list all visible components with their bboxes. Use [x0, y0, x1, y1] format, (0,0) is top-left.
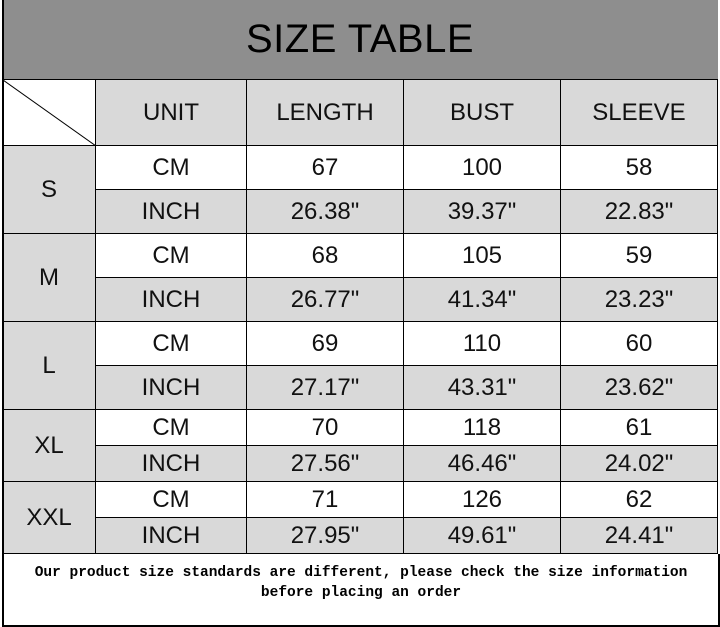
size-label: M — [2, 233, 96, 322]
length-cell: 27.56" — [246, 445, 404, 482]
length-cell: 71 — [246, 481, 404, 518]
table-row: INCH 26.38" 39.37" 22.83" — [3, 189, 718, 234]
unit-cell: CM — [95, 233, 247, 278]
sleeve-cell: 24.02" — [560, 445, 718, 482]
bust-cell: 39.37" — [403, 189, 561, 234]
sleeve-cell: 62 — [560, 481, 718, 518]
bust-cell: 105 — [403, 233, 561, 278]
length-cell: 69 — [246, 321, 404, 366]
sleeve-cell: 23.62" — [560, 365, 718, 410]
unit-cell: CM — [95, 481, 247, 518]
sleeve-cell: 61 — [560, 409, 718, 446]
length-cell: 27.95" — [246, 517, 404, 554]
header-length: LENGTH — [246, 79, 404, 146]
size-table-title: SIZE TABLE — [2, 0, 718, 79]
header-unit: UNIT — [95, 79, 247, 146]
sleeve-cell: 58 — [560, 145, 718, 190]
length-cell: 67 — [246, 145, 404, 190]
diagonal-corner-cell — [2, 79, 96, 146]
length-cell: 68 — [246, 233, 404, 278]
table-row: INCH 27.95" 49.61" 24.41" — [3, 517, 718, 554]
unit-cell: CM — [95, 145, 247, 190]
length-cell: 27.17" — [246, 365, 404, 410]
disclaimer-line-1: Our product size standards are different… — [34, 565, 688, 581]
unit-cell: INCH — [95, 365, 247, 410]
header-bust: BUST — [403, 79, 561, 146]
table-row: XL CM 70 118 61 — [2, 409, 718, 482]
length-cell: 26.77" — [246, 277, 404, 322]
bust-cell: 43.31" — [403, 365, 561, 410]
unit-cell: CM — [95, 409, 247, 446]
left-border — [2, 0, 4, 627]
unit-cell: INCH — [95, 517, 247, 554]
bust-cell: 110 — [403, 321, 561, 366]
size-label: XXL — [2, 481, 96, 554]
bust-cell: 49.61" — [403, 517, 561, 554]
sleeve-cell: 60 — [560, 321, 718, 366]
size-table: UNIT LENGTH BUST SLEEVE S CM 67 100 58 INCH 26… — [2, 79, 718, 554]
unit-cell: INCH — [95, 277, 247, 322]
unit-cell: INCH — [95, 189, 247, 234]
table-row: S CM 67 100 58 — [2, 145, 718, 234]
bust-cell: 126 — [403, 481, 561, 518]
sleeve-cell: 23.23" — [560, 277, 718, 322]
table-row: INCH 26.77" 41.34" 23.23" — [3, 277, 718, 322]
bust-cell: 41.34" — [403, 277, 561, 322]
bust-cell: 118 — [403, 409, 561, 446]
size-disclaimer: Our product size standards are different… — [2, 554, 720, 627]
header-row: UNIT LENGTH BUST SLEEVE — [2, 79, 718, 146]
sleeve-cell: 59 — [560, 233, 718, 278]
header-sleeve: SLEEVE — [560, 79, 718, 146]
sleeve-cell: 24.41" — [560, 517, 718, 554]
table-row: INCH 27.56" 46.46" 24.02" — [3, 445, 718, 482]
table-row: L CM 69 110 60 — [2, 321, 718, 410]
table-row: XXL CM 71 126 62 — [2, 481, 718, 554]
disclaimer-line-2: before placing an order — [260, 585, 462, 601]
sleeve-cell: 22.83" — [560, 189, 718, 234]
table-row: INCH 27.17" 43.31" 23.62" — [3, 365, 718, 410]
size-label: S — [2, 145, 96, 234]
length-cell: 70 — [246, 409, 404, 446]
unit-cell: CM — [95, 321, 247, 366]
size-label: XL — [2, 409, 96, 482]
unit-cell: INCH — [95, 445, 247, 482]
table-row: M CM 68 105 59 — [2, 233, 718, 322]
size-label: L — [2, 321, 96, 410]
length-cell: 26.38" — [246, 189, 404, 234]
bust-cell: 46.46" — [403, 445, 561, 482]
bust-cell: 100 — [403, 145, 561, 190]
